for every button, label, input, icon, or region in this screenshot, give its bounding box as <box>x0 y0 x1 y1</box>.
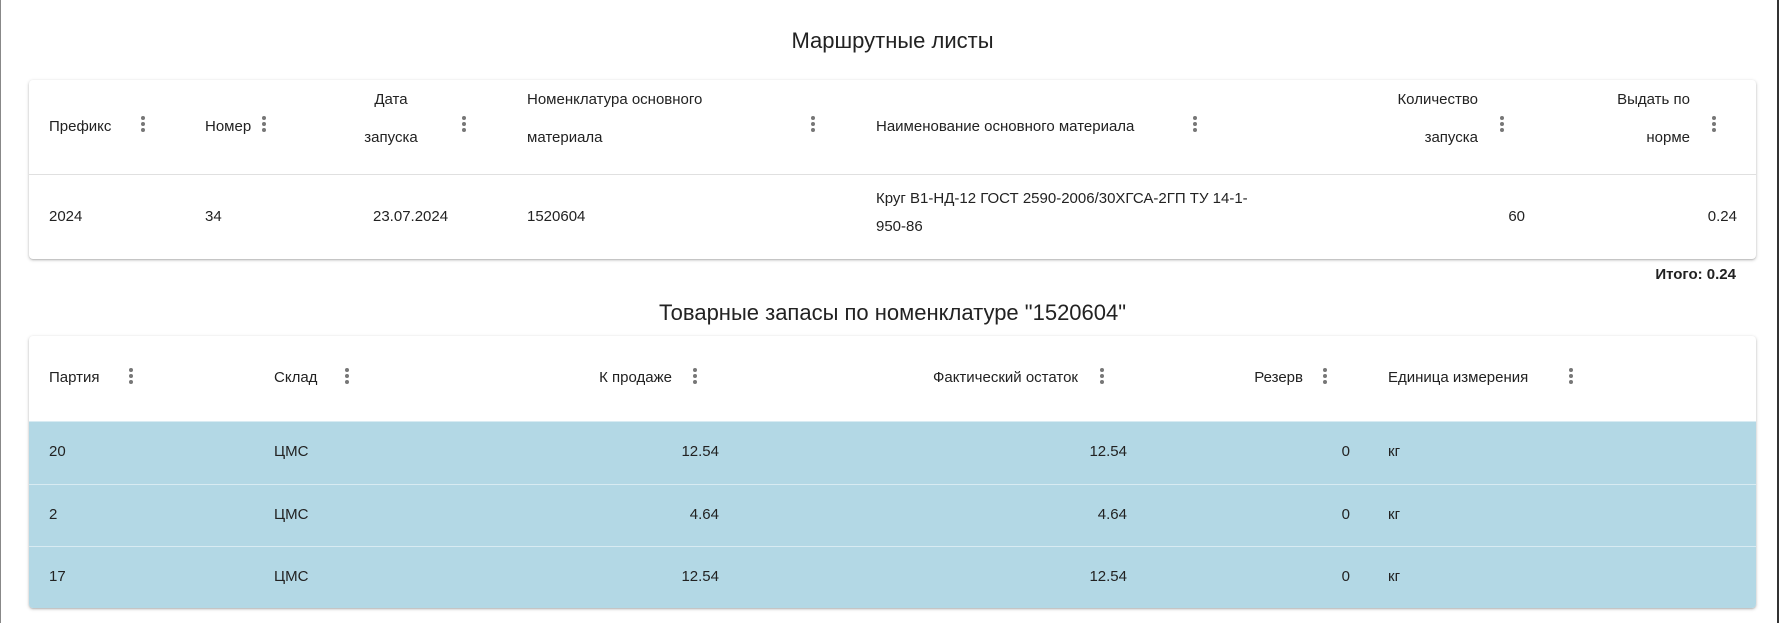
cell-for-sale: 12.54 <box>681 568 719 585</box>
column-menu-icon[interactable] <box>126 366 136 390</box>
column-menu-icon[interactable] <box>1097 366 1107 390</box>
header-batch[interactable]: Партия <box>49 369 100 386</box>
header-norm-line1[interactable]: Выдать по <box>1617 91 1690 108</box>
header-nomenclature-line2[interactable]: материала <box>527 129 603 146</box>
cell-unit: кг <box>1388 506 1401 523</box>
column-menu-icon[interactable] <box>138 114 148 138</box>
cell-number: 34 <box>205 208 222 225</box>
cell-for-sale: 4.64 <box>689 506 719 523</box>
header-quantity-line2[interactable]: запуска <box>1424 129 1478 146</box>
header-material-name[interactable]: Наименование основного материала <box>876 118 1135 135</box>
cell-norm: 0.24 <box>1707 208 1737 225</box>
header-date-line1[interactable]: Дата <box>374 91 408 108</box>
column-menu-icon[interactable] <box>1190 114 1200 138</box>
header-number[interactable]: Номер <box>205 118 252 135</box>
header-warehouse[interactable]: Склад <box>274 369 318 386</box>
header-for-sale[interactable]: К продаже <box>599 369 672 386</box>
header-norm-line2[interactable]: норме <box>1646 129 1690 146</box>
cell-batch: 2 <box>49 506 58 523</box>
table-row[interactable]: 17 ЦМС 12.54 12.54 0 кг <box>29 546 1756 608</box>
cell-quantity: 60 <box>1508 208 1525 225</box>
cell-nomenclature: 1520604 <box>527 208 586 225</box>
window-border <box>1777 0 1779 623</box>
table-row[interactable]: 2024 34 23.07.2024 1520604 Круг В1-НД-12… <box>29 174 1756 259</box>
header-reserve[interactable]: Резерв <box>1254 369 1303 386</box>
cell-reserve: 0 <box>1341 443 1350 460</box>
column-menu-icon[interactable] <box>1497 114 1507 138</box>
cell-material-name-line2: 950-86 <box>876 218 923 235</box>
cell-warehouse: ЦМС <box>274 506 309 523</box>
cell-warehouse: ЦМС <box>274 443 309 460</box>
table-row[interactable]: 2 ЦМС 4.64 4.64 0 кг <box>29 484 1756 546</box>
cell-actual: 12.54 <box>1089 568 1127 585</box>
column-menu-icon[interactable] <box>808 114 818 138</box>
cell-prefix: 2024 <box>49 208 83 225</box>
cell-actual: 12.54 <box>1089 443 1127 460</box>
route-sheets-title: Маршрутные листы <box>791 28 994 53</box>
header-prefix[interactable]: Префикс <box>49 118 112 135</box>
header-quantity-line1[interactable]: Количество <box>1397 91 1478 108</box>
column-menu-icon[interactable] <box>690 366 700 390</box>
header-nomenclature-line1[interactable]: Номенклатура основного <box>527 91 703 108</box>
column-menu-icon[interactable] <box>459 114 469 138</box>
cell-actual: 4.64 <box>1097 506 1127 523</box>
header-date-line2[interactable]: запуска <box>364 129 418 146</box>
cell-unit: кг <box>1388 568 1401 585</box>
stock-table: Партия Склад К продаже Фактический остат… <box>29 336 1756 608</box>
column-menu-icon[interactable] <box>342 366 352 390</box>
column-menu-icon[interactable] <box>1320 366 1330 390</box>
cell-date: 23.07.2024 <box>373 208 449 225</box>
route-sheets-table: Префикс Номер Дата запуска Номенклатура … <box>29 80 1756 259</box>
table-row[interactable]: 20 ЦМС 12.54 12.54 0 кг <box>29 421 1756 484</box>
column-menu-icon[interactable] <box>259 114 269 138</box>
stock-title: Товарные запасы по номенклатуре "1520604… <box>658 300 1127 325</box>
header-actual[interactable]: Фактический остаток <box>932 369 1078 386</box>
cell-reserve: 0 <box>1341 568 1350 585</box>
column-menu-icon[interactable] <box>1566 366 1576 390</box>
cell-warehouse: ЦМС <box>274 568 309 585</box>
cell-reserve: 0 <box>1341 506 1350 523</box>
total-label: Итого: 0.24 <box>1655 266 1736 283</box>
cell-unit: кг <box>1388 443 1401 460</box>
column-menu-icon[interactable] <box>1709 114 1719 138</box>
header-unit[interactable]: Единица измерения <box>1388 369 1529 386</box>
cell-batch: 20 <box>49 443 66 460</box>
cell-batch: 17 <box>49 568 66 585</box>
cell-material-name-line1: Круг В1-НД-12 ГОСТ 2590-2006/30ХГСА-2ГП … <box>876 190 1248 207</box>
cell-for-sale: 12.54 <box>681 443 719 460</box>
